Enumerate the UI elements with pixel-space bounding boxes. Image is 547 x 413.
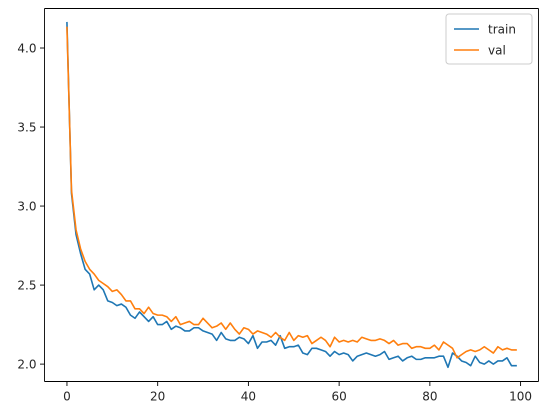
ticks-layer: 0 20 40 60 80 100 2.0 2.5 3.0 3.5 4.0 — [17, 41, 532, 403]
y-tick-label: 2.5 — [17, 278, 36, 292]
plot-background — [44, 8, 539, 382]
y-tick-label: 3.5 — [17, 120, 36, 134]
x-tick-label: 0 — [63, 390, 71, 404]
y-tick-label: 4.0 — [17, 41, 36, 55]
x-tick-label: 20 — [150, 390, 165, 404]
x-tick-label: 80 — [422, 390, 437, 404]
series-line-val — [66, 26, 517, 359]
y-tick-label: 3.0 — [17, 199, 36, 213]
x-tick-label: 40 — [241, 390, 256, 404]
plot-area — [44, 8, 539, 382]
x-tick-label: 60 — [331, 390, 346, 404]
series-layer — [66, 21, 517, 369]
legend-label-val: val — [488, 43, 506, 57]
legend-frame — [445, 13, 533, 65]
x-tick-label: 100 — [509, 390, 532, 404]
legend: train val — [445, 13, 533, 65]
legend-label-train: train — [488, 22, 516, 36]
axes-layer — [44, 8, 539, 382]
y-tick-label: 2.0 — [17, 357, 36, 371]
series-line-train — [66, 21, 517, 369]
